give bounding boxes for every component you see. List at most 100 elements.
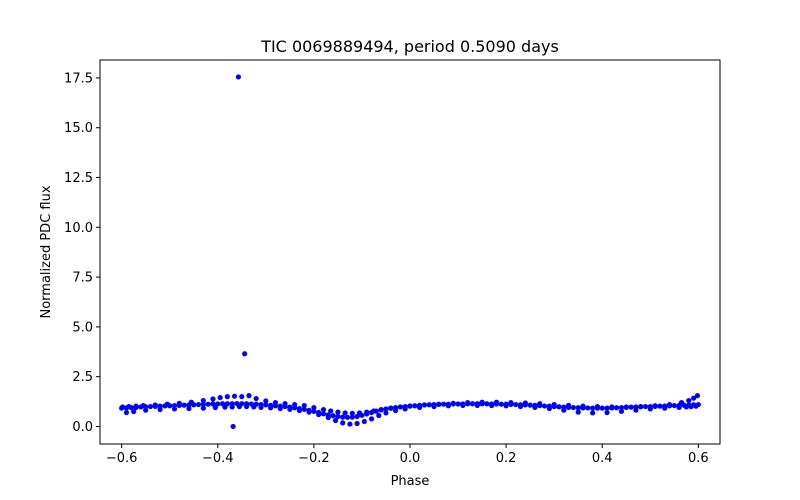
- data-point: [498, 401, 504, 407]
- data-point: [647, 406, 653, 412]
- data-point: [292, 401, 298, 408]
- data-point: [246, 393, 252, 399]
- data-point: [253, 395, 259, 402]
- data-point: [561, 407, 567, 413]
- y-tick-label: 17.5: [64, 71, 93, 86]
- y-axis-label: Normalized PDC flux: [39, 185, 54, 318]
- data-point: [566, 402, 572, 408]
- data-point: [140, 402, 146, 409]
- data-point: [263, 398, 269, 404]
- data-point: [489, 402, 495, 409]
- y-tick-label: 0.0: [72, 420, 93, 435]
- data-point: [676, 404, 682, 410]
- y-tick-label: 12.5: [64, 171, 93, 186]
- data-point: [325, 414, 331, 421]
- data-point: [513, 401, 519, 408]
- x-tick-label: 0.0: [400, 451, 421, 466]
- data-point: [546, 405, 552, 412]
- data-point: [402, 406, 408, 412]
- data-point: [239, 394, 245, 400]
- data-point: [686, 397, 692, 404]
- data-point: [493, 399, 500, 405]
- data-point: [628, 404, 634, 410]
- data-point: [133, 403, 139, 409]
- y-tick-label: 7.5: [72, 271, 93, 286]
- data-point: [694, 393, 701, 399]
- data-point: [383, 406, 389, 412]
- data-point: [287, 406, 293, 412]
- data-point: [460, 402, 466, 408]
- data-point: [306, 409, 312, 415]
- data-point: [258, 404, 264, 410]
- data-point: [316, 411, 322, 418]
- data-point: [441, 401, 447, 407]
- data-point: [205, 401, 211, 407]
- data-point: [222, 404, 228, 410]
- data-point: [412, 403, 418, 409]
- data-point: [311, 404, 317, 411]
- data-point: [388, 405, 394, 411]
- data-point: [242, 351, 248, 357]
- y-axis-ticks: 0.0 2.5 5.0 7.5 10.0 12.5 15.0 17.5: [64, 71, 100, 435]
- data-point: [688, 403, 694, 410]
- data-point: [212, 404, 218, 411]
- data-point: [200, 405, 206, 411]
- x-tick-label: 0.4: [592, 451, 613, 466]
- data-point: [508, 399, 514, 406]
- data-point: [527, 402, 533, 408]
- x-axis-label: Phase: [391, 474, 430, 489]
- data-point: [445, 403, 452, 409]
- data-point: [575, 409, 581, 415]
- data-point: [157, 406, 163, 413]
- data-point: [301, 402, 307, 409]
- data-point: [332, 417, 339, 424]
- data-point: [277, 405, 283, 412]
- data-point: [320, 411, 327, 417]
- data-point: [693, 403, 699, 409]
- data-point: [200, 397, 206, 404]
- data-point: [335, 409, 341, 415]
- data-point: [272, 399, 279, 406]
- data-point: [618, 404, 625, 411]
- data-point: [417, 404, 423, 410]
- data-point: [666, 401, 673, 408]
- data-point: [604, 409, 610, 416]
- data-point: [164, 401, 170, 407]
- data-point: [537, 401, 543, 407]
- data-point: [378, 406, 384, 413]
- data-point: [243, 403, 250, 410]
- chart-title: TIC 0069889494, period 0.5090 days: [260, 37, 559, 56]
- data-point: [347, 421, 353, 427]
- data-point: [657, 403, 663, 409]
- data-point: [296, 407, 303, 414]
- data-point: [328, 408, 334, 414]
- x-tick-label: −0.4: [202, 451, 234, 466]
- data-point: [263, 402, 269, 408]
- data-point: [383, 410, 389, 416]
- data-point: [642, 403, 649, 410]
- data-point: [421, 402, 428, 408]
- data-point: [585, 405, 591, 411]
- data-point: [469, 401, 476, 407]
- data-point: [330, 413, 336, 419]
- data-point: [690, 395, 697, 401]
- data-point: [349, 414, 355, 420]
- data-point: [580, 403, 586, 409]
- y-tick-label: 10.0: [64, 221, 93, 236]
- data-point: [231, 393, 238, 399]
- data-point: [301, 406, 307, 412]
- data-point: [123, 409, 130, 416]
- data-point: [652, 403, 658, 409]
- x-tick-label: −0.2: [298, 451, 330, 466]
- data-point: [119, 404, 126, 410]
- data-point: [229, 404, 235, 410]
- data-point: [551, 401, 557, 408]
- data-point: [392, 407, 399, 414]
- data-point: [503, 403, 509, 409]
- data-points: [119, 74, 701, 430]
- data-point: [320, 406, 327, 413]
- data-point: [147, 403, 154, 410]
- x-tick-label: 0.2: [496, 451, 517, 466]
- data-point: [200, 401, 206, 407]
